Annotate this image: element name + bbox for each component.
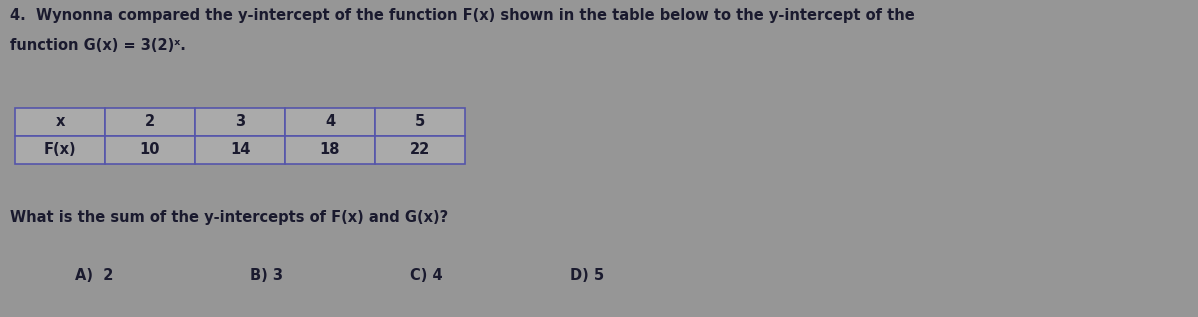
Text: 5: 5 (415, 114, 425, 130)
Text: B) 3: B) 3 (250, 268, 283, 283)
Text: 3: 3 (235, 114, 246, 130)
Bar (195, 136, 285, 164)
Text: What is the sum of the y-intercepts of F(x) and G(x)?: What is the sum of the y-intercepts of F… (10, 210, 448, 225)
Bar (375, 108, 465, 136)
Text: F(x): F(x) (43, 143, 77, 158)
Bar (105, 108, 195, 136)
Text: 4.  Wynonna compared the y-intercept of the function F(x) shown in the table bel: 4. Wynonna compared the y-intercept of t… (10, 8, 915, 23)
Text: D) 5: D) 5 (570, 268, 604, 283)
Text: A)  2: A) 2 (75, 268, 114, 283)
Text: 4: 4 (325, 114, 335, 130)
Text: 18: 18 (320, 143, 340, 158)
Bar (285, 108, 375, 136)
Bar (285, 136, 375, 164)
Text: C) 4: C) 4 (410, 268, 442, 283)
Text: x: x (55, 114, 65, 130)
Text: 10: 10 (140, 143, 161, 158)
Text: 14: 14 (230, 143, 250, 158)
Bar (16, 136, 105, 164)
Text: function G(x) = 3(2)ˣ.: function G(x) = 3(2)ˣ. (10, 38, 186, 53)
Bar (105, 136, 195, 164)
Text: 2: 2 (145, 114, 155, 130)
Text: 22: 22 (410, 143, 430, 158)
Bar (16, 108, 105, 136)
Bar (195, 108, 285, 136)
Bar (375, 136, 465, 164)
